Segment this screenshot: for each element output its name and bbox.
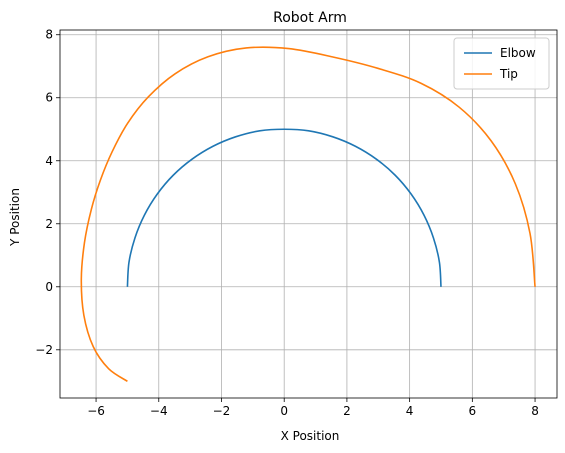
x-tick-label: 4 (406, 404, 414, 418)
y-tick-label: 8 (45, 28, 53, 42)
x-tick-label: −6 (87, 404, 105, 418)
y-tick-label: −2 (35, 343, 53, 357)
plot-frame (59, 29, 558, 399)
legend-box (453, 37, 550, 90)
x-axis-ticks: −6 −4 −2 0 2 4 6 8 (87, 398, 539, 418)
y-tick-label: 0 (45, 280, 53, 294)
x-tick-label: −2 (213, 404, 231, 418)
y-axis-label: Y Position (8, 188, 22, 247)
x-axis-label: X Position (281, 429, 340, 443)
y-axis-ticks: −2 0 2 4 6 8 (35, 28, 60, 357)
grid (60, 30, 557, 398)
x-tick-label: 0 (280, 404, 288, 418)
x-tick-label: −4 (150, 404, 168, 418)
series-line-tip (80, 46, 536, 382)
plot-lines (80, 46, 536, 382)
chart-title: Robot Arm (273, 10, 347, 26)
series-line-elbow (126, 128, 442, 287)
legend-label-tip: Tip (499, 67, 518, 81)
x-tick-label: 2 (343, 404, 351, 418)
y-tick-label: 2 (45, 217, 53, 231)
legend-label-elbow: Elbow (500, 46, 536, 60)
x-tick-label: 6 (469, 404, 477, 418)
y-tick-label: 6 (45, 91, 53, 105)
y-tick-label: 4 (45, 154, 53, 168)
legend: Elbow Tip (453, 37, 550, 90)
x-tick-label: 8 (531, 404, 539, 418)
